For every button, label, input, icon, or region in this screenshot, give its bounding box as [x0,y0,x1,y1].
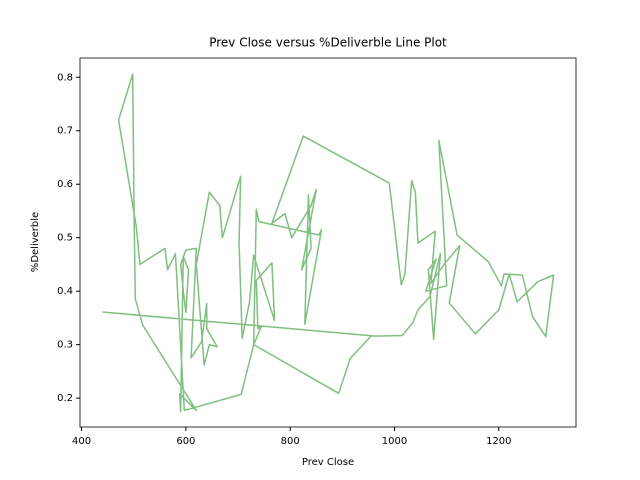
data-line [102,73,555,413]
chart-title: Prev Close versus %Deliverble Line Plot [209,36,447,50]
y-tick-label: 0.7 [57,126,73,137]
x-tick-label: 400 [72,436,91,447]
y-tick-label: 0.4 [57,286,73,297]
x-tick-label: 800 [281,436,300,447]
y-tick-label: 0.8 [57,72,73,83]
x-tick-label: 1200 [486,436,511,447]
plot-frame [79,57,577,428]
y-tick-label: 0.3 [57,340,73,351]
y-tick-label: 0.6 [57,179,73,190]
x-tick-label: 600 [176,436,195,447]
y-tick-label: 0.5 [57,233,73,244]
x-tick-label: 1000 [382,436,407,447]
y-axis-label: %Deliverble [30,212,41,272]
y-tick-label: 0.2 [57,393,73,404]
x-axis-label: Prev Close [302,457,354,468]
